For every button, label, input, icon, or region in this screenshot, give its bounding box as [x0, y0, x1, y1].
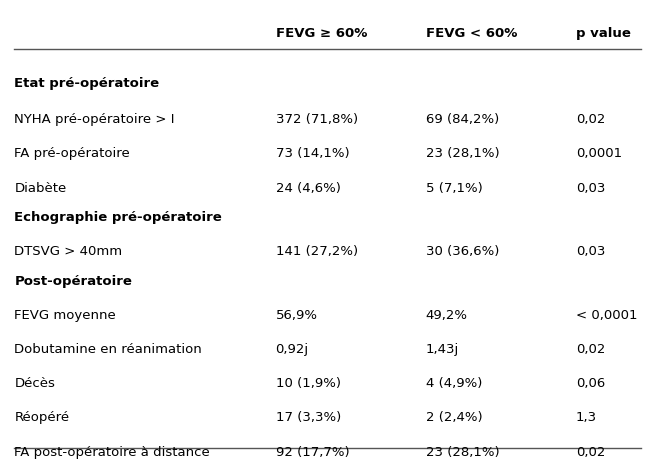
- Text: FEVG ≥ 60%: FEVG ≥ 60%: [276, 27, 367, 40]
- Text: 2 (2,4%): 2 (2,4%): [426, 412, 482, 425]
- Text: 4 (4,9%): 4 (4,9%): [426, 377, 482, 390]
- Text: 0,02: 0,02: [576, 446, 605, 459]
- Text: Réopéré: Réopéré: [14, 412, 70, 425]
- Text: FA post-opératoire à distance: FA post-opératoire à distance: [14, 446, 210, 459]
- Text: Décès: Décès: [14, 377, 55, 390]
- Text: 372 (71,8%): 372 (71,8%): [276, 113, 358, 126]
- Text: DTSVG > 40mm: DTSVG > 40mm: [14, 245, 123, 258]
- Text: 5 (7,1%): 5 (7,1%): [426, 182, 482, 195]
- Text: Diabète: Diabète: [14, 182, 67, 195]
- Text: 0,02: 0,02: [576, 113, 605, 126]
- Text: Post-opératoire: Post-opératoire: [14, 275, 133, 288]
- Text: 0,03: 0,03: [576, 182, 605, 195]
- Text: 0,0001: 0,0001: [576, 148, 622, 160]
- Text: 10 (1,9%): 10 (1,9%): [276, 377, 340, 390]
- Text: 30 (36,6%): 30 (36,6%): [426, 245, 499, 258]
- Text: 0,02: 0,02: [576, 343, 605, 356]
- Text: Dobutamine en réanimation: Dobutamine en réanimation: [14, 343, 202, 356]
- Text: Etat pré-opératoire: Etat pré-opératoire: [14, 77, 159, 90]
- Text: 1,43j: 1,43j: [426, 343, 459, 356]
- Text: 56,9%: 56,9%: [276, 309, 318, 322]
- Text: 23 (28,1%): 23 (28,1%): [426, 446, 499, 459]
- Text: 141 (27,2%): 141 (27,2%): [276, 245, 358, 258]
- Text: 49,2%: 49,2%: [426, 309, 468, 322]
- Text: 73 (14,1%): 73 (14,1%): [276, 148, 349, 160]
- Text: 23 (28,1%): 23 (28,1%): [426, 148, 499, 160]
- Text: 24 (4,6%): 24 (4,6%): [276, 182, 340, 195]
- Text: 0,92j: 0,92j: [276, 343, 309, 356]
- Text: 92 (17,7%): 92 (17,7%): [276, 446, 349, 459]
- Text: 0,03: 0,03: [576, 245, 605, 258]
- Text: 1,3: 1,3: [576, 412, 597, 425]
- Text: 17 (3,3%): 17 (3,3%): [276, 412, 340, 425]
- Text: NYHA pré-opératoire > I: NYHA pré-opératoire > I: [14, 113, 175, 126]
- Text: 0,06: 0,06: [576, 377, 605, 390]
- Text: FEVG moyenne: FEVG moyenne: [14, 309, 116, 322]
- Text: < 0,0001: < 0,0001: [576, 309, 637, 322]
- Text: p value: p value: [576, 27, 630, 40]
- Text: Echographie pré-opératoire: Echographie pré-opératoire: [14, 211, 222, 224]
- Text: FA pré-opératoire: FA pré-opératoire: [14, 148, 130, 160]
- Text: 69 (84,2%): 69 (84,2%): [426, 113, 499, 126]
- Text: FEVG < 60%: FEVG < 60%: [426, 27, 517, 40]
